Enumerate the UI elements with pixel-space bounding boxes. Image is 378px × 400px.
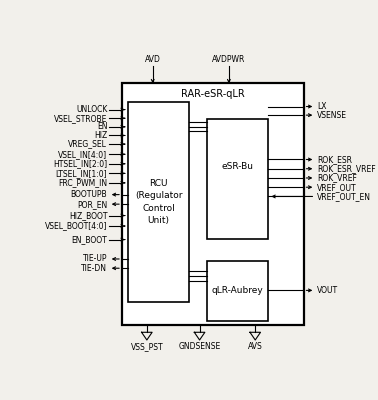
Bar bbox=[128, 102, 189, 302]
Text: POR_EN: POR_EN bbox=[77, 200, 107, 209]
Text: AVS: AVS bbox=[248, 342, 263, 351]
Text: ROK_ESR: ROK_ESR bbox=[317, 155, 352, 164]
Bar bbox=[207, 260, 268, 320]
Text: FRC_PWM_IN: FRC_PWM_IN bbox=[58, 178, 107, 188]
Text: LTSEL_IN[1:0]: LTSEL_IN[1:0] bbox=[56, 169, 107, 178]
Text: VOUT: VOUT bbox=[317, 286, 338, 295]
Text: VSS_PST: VSS_PST bbox=[130, 342, 163, 351]
Text: TIE-DN: TIE-DN bbox=[81, 264, 107, 273]
Bar bbox=[207, 119, 268, 239]
Text: UNLOCK: UNLOCK bbox=[76, 105, 107, 114]
Text: VSEL_IN[4:0]: VSEL_IN[4:0] bbox=[58, 150, 107, 159]
Text: VREF_OUT_EN: VREF_OUT_EN bbox=[317, 192, 371, 201]
Text: RAR-eSR-qLR: RAR-eSR-qLR bbox=[181, 89, 245, 99]
Text: VSEL_STROBE: VSEL_STROBE bbox=[54, 114, 107, 123]
Text: VREF_OUT: VREF_OUT bbox=[317, 183, 356, 192]
Text: BOOTUPB: BOOTUPB bbox=[71, 190, 107, 199]
Text: qLR-Aubrey: qLR-Aubrey bbox=[212, 286, 263, 295]
Text: TIE-UP: TIE-UP bbox=[83, 254, 107, 264]
Text: VSEL_BOOT[4:0]: VSEL_BOOT[4:0] bbox=[45, 222, 107, 230]
Text: AVD: AVD bbox=[145, 55, 161, 64]
Text: EN_BOOT: EN_BOOT bbox=[71, 235, 107, 244]
Text: EN: EN bbox=[97, 122, 107, 131]
Text: ROK_VREF: ROK_VREF bbox=[317, 174, 356, 182]
Text: eSR-Bu: eSR-Bu bbox=[222, 162, 254, 171]
Text: VSENSE: VSENSE bbox=[317, 111, 347, 120]
Text: ROK_ESR_VREF: ROK_ESR_VREF bbox=[317, 164, 375, 173]
Text: HTSEL_IN[2:0]: HTSEL_IN[2:0] bbox=[53, 159, 107, 168]
Text: HIZ: HIZ bbox=[94, 131, 107, 140]
Bar bbox=[122, 84, 304, 325]
Text: VREG_SEL: VREG_SEL bbox=[68, 140, 107, 148]
Text: GNDSENSE: GNDSENSE bbox=[178, 342, 221, 351]
Text: LX: LX bbox=[317, 102, 326, 111]
Text: HIZ_BOOT: HIZ_BOOT bbox=[69, 211, 107, 220]
Text: AVDPWR: AVDPWR bbox=[212, 55, 246, 64]
Text: RCU
(Regulator
Control
Unit): RCU (Regulator Control Unit) bbox=[135, 179, 182, 225]
